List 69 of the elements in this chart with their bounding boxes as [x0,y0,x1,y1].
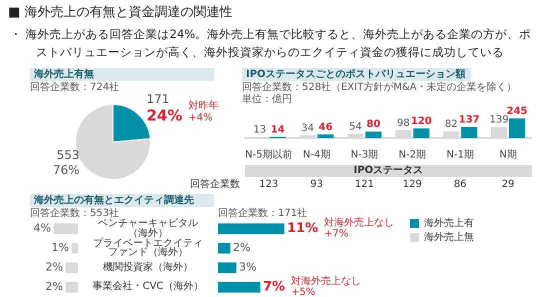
text: 対海外売上なし +5% [291,274,362,297]
chart-subtitle: 回答企業数：724社 [30,82,120,93]
text: 121 [354,179,375,191]
text: ・ 海外売上がある回答企業は24%。海外売上有無で比較すると、海外売上がある企業の方が、ポストバリュエーションが高く、海外投資家からのエクイティ資金の獲得に成功している [10,26,532,61]
data-label: 11% [287,221,318,236]
data-label: 13 [253,124,266,136]
bar [365,132,382,138]
x-tick-label: N-1期 [446,148,474,161]
bar [218,282,260,293]
data-label: 98 [396,118,410,129]
text: 回答企業数 [190,179,240,191]
bar [395,130,412,138]
legend-label: 海外売上有 [424,216,474,230]
text: 86 [452,179,468,191]
data-label: 2% [46,280,63,294]
data-label: 3% [239,260,256,274]
text: 対海外売上なし +7% [324,216,394,240]
x-tick-label: N-5期以前 [245,148,292,161]
bar [508,118,526,138]
data-label: 14 [270,124,285,136]
bar [300,135,316,138]
x-tick-label: N-4期 [302,148,330,161]
x-tick-label: N-2期 [398,148,426,161]
text: 対昨年 +4% [188,100,218,124]
data-label: 46 [318,122,333,133]
bar [461,127,478,138]
data-label: 1% [52,241,69,254]
text: 123 [258,179,280,191]
data-label: 120 [410,116,432,127]
bar [413,128,430,138]
bar [443,131,460,138]
data-label: 4% [34,222,51,235]
data-label: 2% [46,260,63,274]
chart-subtitle: 回答企業数：528社（EXIT方針がM&A・未定の企業を除く） [242,82,517,93]
text: 29 [500,179,516,191]
bar [218,223,284,234]
data-label: 54 [349,121,362,132]
bar [218,242,230,254]
bar [347,134,364,138]
text: ■ 海外売上の有無と資金調達の関連性 [8,5,232,21]
data-label: 245 [506,106,528,117]
data-label: 553 76% [52,148,80,178]
chart-subtitle: 回答企業数：553社 [30,208,120,219]
data-label: 137 [458,114,480,126]
x-axis-title: IPOステータス [244,165,532,177]
bar [491,126,508,138]
data-label: 139 [490,114,509,126]
bar [317,134,334,138]
data-label: 2% [233,241,250,254]
x-tick-label: N期 [499,148,517,161]
chart-title: 海外売上有無 [30,68,214,81]
legend-label: 海外売上無 [424,230,474,244]
chart-title: IPOステータスごとのポストバリュエーション額 [242,68,471,81]
bar [218,262,236,274]
data-label: 171 24% [146,92,182,124]
y-tick-label: 事業会社・CVC（海外） [92,281,204,292]
data-label: 7% [263,280,286,295]
y-tick-label: 機関投資家（海外） [102,262,194,273]
data-label: 82 [444,119,458,130]
chart-subtitle: 回答企業数：171社 [218,208,308,219]
data-label: 34 [301,122,314,134]
x-tick-label: N-3期 [350,148,378,161]
text: 単位：億円 [242,94,292,105]
text: 93 [309,179,324,191]
y-tick-label: プライベートエクイティファンド（海外） [92,238,204,258]
text: 海外売上の有無とエクイティ調達先 [30,194,214,207]
text: 129 [402,179,423,191]
data-label: 80 [366,119,380,130]
y-tick-label: ベンチャーキャピタル（海外） [98,218,199,239]
